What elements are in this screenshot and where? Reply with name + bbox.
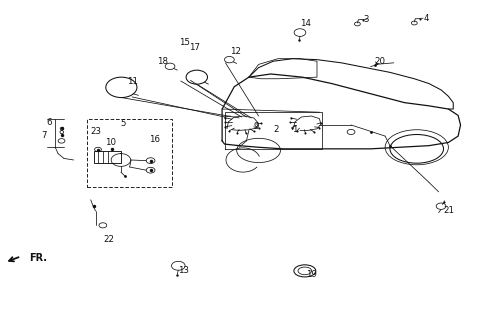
Text: 6: 6 xyxy=(47,118,52,127)
Text: 14: 14 xyxy=(300,19,311,28)
Text: 19: 19 xyxy=(305,270,317,279)
Text: 16: 16 xyxy=(149,135,161,144)
Bar xyxy=(94,151,121,163)
Text: 21: 21 xyxy=(444,206,455,215)
Text: 11: 11 xyxy=(126,77,138,86)
Text: 7: 7 xyxy=(42,131,47,140)
Text: 20: 20 xyxy=(375,57,386,66)
Text: 17: 17 xyxy=(189,43,200,52)
Text: 3: 3 xyxy=(363,15,368,24)
Text: 5: 5 xyxy=(121,119,126,128)
Text: 8: 8 xyxy=(59,127,64,136)
Text: 4: 4 xyxy=(424,14,429,23)
Text: 22: 22 xyxy=(103,235,114,244)
Text: 2: 2 xyxy=(273,125,278,134)
Text: 10: 10 xyxy=(105,138,116,147)
Text: 15: 15 xyxy=(179,38,190,47)
Text: 13: 13 xyxy=(178,266,189,276)
Text: 12: 12 xyxy=(230,47,241,56)
Text: 18: 18 xyxy=(157,57,168,66)
Text: 1: 1 xyxy=(292,125,298,134)
Text: 23: 23 xyxy=(90,127,101,136)
Text: FR.: FR. xyxy=(29,253,47,263)
Bar xyxy=(87,119,172,187)
Text: 9: 9 xyxy=(253,122,259,131)
